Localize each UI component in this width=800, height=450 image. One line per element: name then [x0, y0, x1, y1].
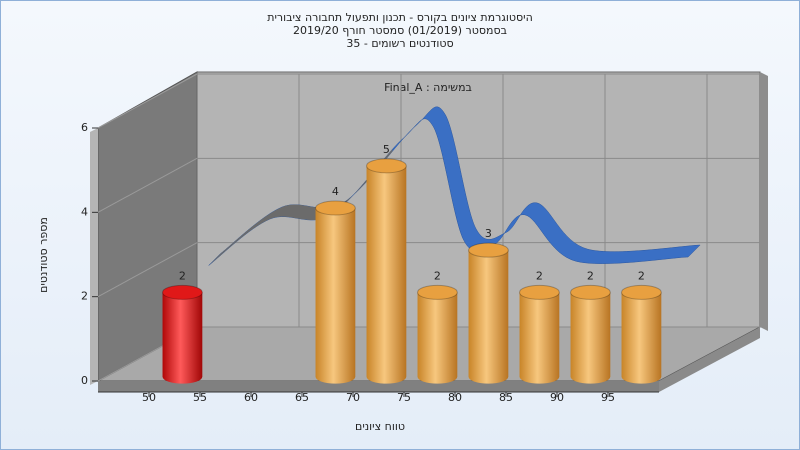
- data-label: 2: [536, 269, 543, 282]
- floor-edge: [98, 381, 659, 392]
- data-label: 4: [332, 185, 339, 198]
- x-tick-label: 60: [244, 391, 258, 404]
- curve: [208, 106, 701, 266]
- chart-subtitle: Final_A : במשימה: [384, 81, 472, 94]
- chart-title: היסטוגרמת ציונים בקורס - תכנון ותפעול תח…: [267, 11, 533, 24]
- x-tick-label: 50: [142, 391, 156, 404]
- bar: [519, 284, 560, 384]
- y-tick-label: 2: [81, 290, 88, 303]
- y-tick-label: 0: [81, 374, 88, 387]
- data-label: 5: [383, 143, 390, 156]
- bar: [468, 242, 509, 384]
- bar: [315, 200, 356, 384]
- data-label: 2: [587, 269, 594, 282]
- x-tick-label: 85: [499, 391, 513, 404]
- x-tick-label: 90: [550, 391, 564, 404]
- x-axis-label: טווח ציונים: [355, 420, 405, 433]
- data-label: 2: [179, 269, 186, 282]
- floor-side: [659, 327, 760, 392]
- back-wall-edge: [760, 72, 768, 331]
- bar: [366, 158, 407, 384]
- chart-title: בסמסטר (01/2019) סמסטר חורף 2019/20: [293, 24, 507, 37]
- x-tick-label: 75: [397, 391, 411, 404]
- bar: [417, 284, 458, 384]
- data-label: 2: [638, 269, 645, 282]
- left-wall-edge: [90, 128, 98, 385]
- bar: [570, 284, 611, 384]
- grid-line: [97, 157, 198, 213]
- x-tick-label: 65: [295, 391, 309, 404]
- x-tick-label: 95: [601, 391, 615, 404]
- x-tick-label: 70: [346, 391, 360, 404]
- y-tick-label: 6: [81, 121, 88, 134]
- grid-line: [97, 242, 198, 298]
- y-axis-label: מספר סטודנטים: [37, 217, 50, 293]
- bar: [162, 284, 203, 384]
- chart-title: סטודנטים רשומים - 35: [346, 37, 453, 50]
- x-tick-label: 55: [193, 391, 207, 404]
- data-label: 3: [485, 227, 492, 240]
- x-tick-label: 80: [448, 391, 462, 404]
- bar: [621, 284, 662, 384]
- y-tick-label: 4: [81, 205, 88, 218]
- grid-line: [97, 73, 198, 129]
- curve-back: [208, 149, 393, 266]
- data-label: 2: [434, 269, 441, 282]
